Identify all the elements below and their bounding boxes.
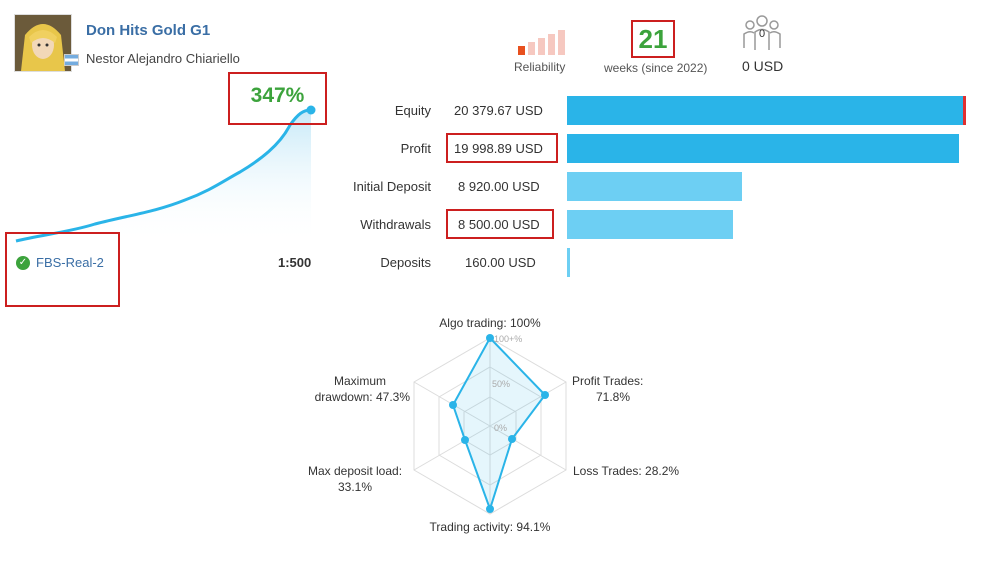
initial-deposit-bar: [567, 172, 742, 201]
radar-axis: [489, 381, 567, 427]
equity-label: Equity: [394, 103, 431, 118]
subscribers-value: 0 USD: [742, 58, 784, 74]
reliability-bar: [538, 38, 545, 55]
withdrawals-bar: [567, 210, 733, 239]
withdrawals-value: 8 500.00 USD: [458, 217, 540, 232]
reliability-bar: [548, 34, 555, 55]
radar-point-algo: [486, 334, 494, 342]
radar-label-load: Max deposit load: 33.1%: [300, 463, 410, 495]
subscribers-count: 0: [759, 28, 765, 40]
equity-bar: [567, 96, 966, 125]
deposits-value: 160.00 USD: [465, 255, 536, 270]
reliability-bar: [518, 46, 525, 55]
deposits-bar: [567, 248, 570, 277]
max-drawdown-value: drawdown: 47.3%: [314, 390, 410, 404]
initial-deposit-value: 8 920.00 USD: [458, 179, 540, 194]
max-drawdown-title: Maximum: [333, 374, 386, 388]
growth-area: [16, 110, 311, 245]
reliability-label: Reliability: [514, 60, 566, 74]
profit-trades-value: 71.8%: [596, 390, 631, 404]
growth-value: 347%: [250, 84, 305, 107]
growth-chart[interactable]: [0, 0, 340, 260]
server-name[interactable]: FBS-Real-2: [36, 255, 104, 270]
country-flag-icon: [64, 54, 79, 66]
weeks-highlight: [631, 20, 675, 58]
profit-label: Profit: [400, 141, 431, 156]
max-deposit-load-title: Max deposit load:: [307, 464, 403, 478]
radar-point-drawdown: [449, 401, 457, 409]
reliability-bar: [558, 30, 565, 55]
radar-point-load: [461, 436, 469, 444]
profit-bar: [567, 134, 959, 163]
radar-chart[interactable]: 100+% 50% 0%: [400, 320, 580, 520]
profit-highlight: [446, 133, 558, 163]
initial-deposit-label: Initial Deposit: [352, 179, 431, 194]
equity-value: 20 379.67 USD: [454, 103, 543, 118]
radar-point-loss: [508, 435, 516, 443]
server-info[interactable]: ✓ FBS-Real-2: [16, 255, 104, 270]
growth-highlight: [228, 72, 327, 125]
profit-trades-title: Profit Trades:: [572, 374, 644, 388]
weeks-label: weeks (since 2022): [604, 61, 708, 75]
radar-point-activity: [486, 505, 494, 513]
radar-tick-50: 50%: [492, 379, 510, 389]
radar-point-profit: [541, 391, 549, 399]
radar-label-loss: Loss Trades: 28.2%: [573, 464, 680, 478]
equity-bar-marker: [963, 96, 966, 125]
max-deposit-load-value: 33.1%: [337, 480, 373, 494]
radar-tick-0: 0%: [494, 423, 507, 433]
author-name[interactable]: Nestor Alejandro Chiariello: [86, 51, 240, 66]
radar-tick-100: 100+%: [494, 334, 522, 344]
reliability-bars-icon: [518, 30, 565, 55]
radar-label-activity: Trading activity: 94.1%: [429, 520, 551, 534]
radar-label-profit: Profit Trades: 71.8%: [572, 373, 643, 405]
deposits-label: Deposits: [380, 255, 431, 270]
server-highlight: [5, 232, 120, 307]
reliability-bar: [528, 42, 535, 55]
profit-value: 19 998.89 USD: [454, 141, 543, 156]
radar-label-algo: Algo trading: 100%: [439, 316, 541, 330]
subscribers-icon: 0: [743, 15, 781, 50]
growth-endpoint: [306, 105, 316, 115]
signal-title[interactable]: Don Hits Gold G1: [86, 22, 211, 39]
leverage-value: 1:500: [278, 255, 312, 270]
withdrawals-label: Withdrawals: [360, 217, 431, 232]
radar-axis: [489, 425, 567, 471]
check-icon: ✓: [16, 255, 30, 270]
weeks-value: 21: [638, 24, 668, 54]
avatar[interactable]: [14, 14, 72, 72]
radar-axis: [413, 425, 491, 471]
withdrawals-highlight: [446, 209, 554, 239]
radar-label-drawdown: Maximum drawdown: 47.3%: [300, 373, 410, 405]
